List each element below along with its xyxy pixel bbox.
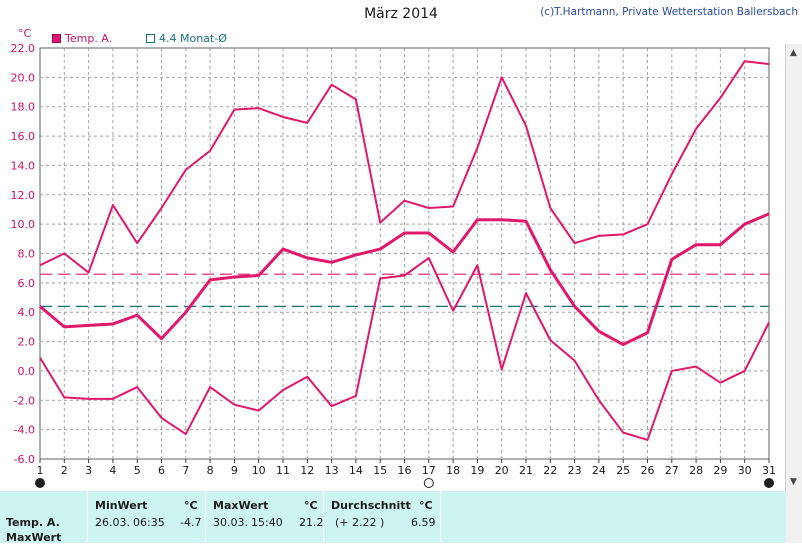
series-line-min — [39, 256, 770, 441]
x-tick-label: 16 — [398, 464, 412, 477]
avg-header: Durchschnitt — [331, 499, 411, 512]
y-tick-label: 18.0 — [11, 101, 36, 114]
x-tick-label: 18 — [446, 464, 460, 477]
avg-unit: °C — [419, 499, 433, 512]
x-tick-label: 15 — [373, 464, 387, 477]
legend-temp[interactable]: Temp. A. — [52, 32, 112, 45]
scroll-up-icon[interactable]: ▲ — [790, 48, 797, 58]
x-tick-label: 17 — [422, 464, 436, 477]
moon-phase-icon — [764, 478, 774, 488]
y-tick-label: 16.0 — [11, 130, 36, 143]
x-tick-label: 14 — [349, 464, 363, 477]
min-date: 26.03. — [95, 516, 130, 529]
x-tick-label: 28 — [689, 464, 703, 477]
y-tick-label: 12.0 — [11, 189, 36, 202]
moon-phase-icon — [35, 478, 45, 488]
y-tick-label: 8.0 — [18, 248, 36, 261]
x-tick-label: 31 — [762, 464, 776, 477]
x-tick-label: 22 — [543, 464, 557, 477]
x-tick-label: 24 — [592, 464, 606, 477]
x-tick-label: 23 — [568, 464, 582, 477]
min-value: -4.7 — [180, 516, 202, 529]
max-column: MaxWert °C 30.03. 15:40 21.2 — [205, 491, 324, 543]
x-tick-label: 20 — [495, 464, 509, 477]
x-tick-label: 30 — [738, 464, 752, 477]
legend-temp-label: Temp. A. — [65, 32, 113, 45]
credit-text: (c)T.Hartmann, Private Wetterstation Bal… — [540, 6, 798, 18]
legend-avg-swatch-icon — [146, 34, 155, 43]
y-tick-label: -4.0 — [14, 424, 35, 437]
legend-avg[interactable]: 4.4 Monat-Ø — [146, 32, 227, 45]
max-value: 21.2 — [299, 516, 324, 529]
y-tick-label: 2.0 — [18, 336, 36, 349]
x-tick-label: 4 — [109, 464, 116, 477]
table-scrollbar[interactable] — [786, 491, 802, 543]
x-tick-label: 1 — [37, 464, 44, 477]
avg-value: 6.59 — [411, 516, 436, 529]
avg-column: Durchschnitt °C (+ 2.22 ) 6.59 — [323, 491, 440, 543]
y-unit-label: °C — [18, 27, 32, 40]
vertical-scrollbar[interactable]: ▲ ▼ — [785, 44, 802, 491]
x-tick-label: 10 — [252, 464, 266, 477]
series-line-mean — [39, 212, 770, 347]
x-tick-label: 8 — [207, 464, 214, 477]
y-tick-label: 4.0 — [18, 306, 36, 319]
avg-delta: (+ 2.22 ) — [335, 516, 385, 529]
x-tick-label: 25 — [616, 464, 630, 477]
min-header: MinWert — [95, 499, 148, 512]
x-tick-label: 6 — [158, 464, 165, 477]
x-tick-label: 21 — [519, 464, 533, 477]
stats-table: Temp. A. MaxWert MinWert °C 26.03. 06:35… — [0, 491, 786, 544]
min-unit: °C — [184, 499, 198, 512]
x-tick-label: 7 — [182, 464, 189, 477]
x-tick-label: 3 — [85, 464, 92, 477]
x-tick-label: 29 — [713, 464, 727, 477]
min-time: 06:35 — [133, 516, 165, 529]
y-tick-label: -6.0 — [14, 453, 35, 466]
scroll-down-icon[interactable]: ▼ — [790, 477, 797, 487]
legend-avg-label: 4.4 Monat-Ø — [159, 32, 227, 45]
x-tick-label: 11 — [276, 464, 290, 477]
row-label-temp: Temp. A. — [6, 516, 60, 529]
x-tick-label: 9 — [231, 464, 238, 477]
max-header: MaxWert — [213, 499, 269, 512]
x-tick-label: 19 — [470, 464, 484, 477]
max-time: 15:40 — [251, 516, 283, 529]
moon-phase-icon — [423, 478, 434, 488]
x-tick-label: 5 — [134, 464, 141, 477]
y-tick-label: 10.0 — [11, 218, 36, 231]
row-label-maxwert: MaxWert — [6, 531, 62, 544]
min-column: MinWert °C 26.03. 06:35 -4.7 — [87, 491, 205, 543]
y-tick-label: 0.0 — [18, 365, 36, 378]
line-chart: -6.0 -4.0 -2.0 0.0 2.0 4.0 6.0 8.0 10.0 12.0 14.0 1… — [11, 42, 776, 488]
x-tick-label: 26 — [641, 464, 655, 477]
chart-title: März 2014 — [364, 6, 438, 22]
max-unit: °C — [304, 499, 318, 512]
max-date: 30.03. — [213, 516, 248, 529]
legend-temp-swatch-icon — [52, 34, 61, 43]
y-tick-label: 20.0 — [11, 71, 36, 84]
y-tick-label: 22.0 — [11, 42, 36, 55]
x-tick-label: 27 — [665, 464, 679, 477]
y-tick-label: 14.0 — [11, 159, 36, 172]
y-tick-label: -2.0 — [14, 394, 35, 407]
y-tick-label: 6.0 — [18, 277, 36, 290]
series-line-max — [39, 60, 770, 274]
x-tick-label: 13 — [325, 464, 339, 477]
x-tick-label: 2 — [61, 464, 68, 477]
x-tick-label: 12 — [300, 464, 314, 477]
